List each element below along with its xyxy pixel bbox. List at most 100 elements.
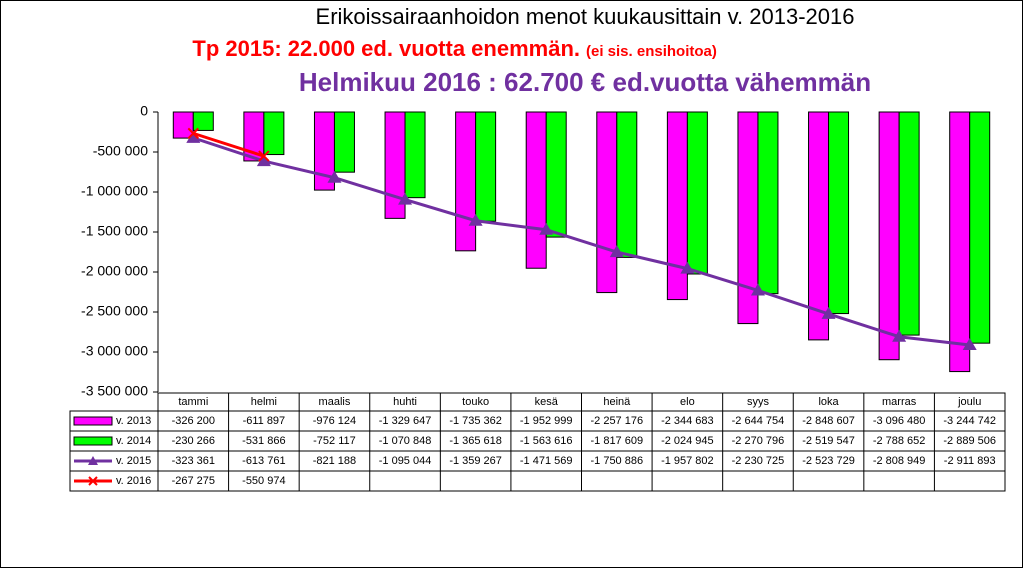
x-tick-label: loka xyxy=(818,396,839,408)
marker xyxy=(327,170,342,183)
marker xyxy=(256,154,271,167)
legend-label: v. 2016 xyxy=(116,475,151,487)
chart-subtitle: Tp 2015: 22.000 ed. vuotta enemmän. xyxy=(192,36,580,61)
table-value: -1 359 267 xyxy=(449,455,502,467)
table-value: -2 889 506 xyxy=(943,435,996,447)
table-value: -1 817 609 xyxy=(590,435,643,447)
bar xyxy=(616,111,638,258)
table-value: -2 270 796 xyxy=(732,435,785,447)
table-value: -1 095 044 xyxy=(379,455,432,467)
bar xyxy=(969,111,991,344)
table-value: -1 952 999 xyxy=(520,415,573,427)
bar xyxy=(878,111,900,361)
marker xyxy=(468,213,483,226)
table-value: -230 266 xyxy=(172,435,215,447)
x-tick-label: syys xyxy=(747,396,770,408)
bar xyxy=(949,111,971,373)
bar xyxy=(404,111,426,199)
y-tick-label: -500 000 xyxy=(93,143,148,159)
table-value: -613 761 xyxy=(242,455,285,467)
marker xyxy=(398,192,413,205)
marker xyxy=(962,337,977,350)
y-tick-label: -2 000 000 xyxy=(81,263,148,279)
bar xyxy=(263,111,285,156)
x-tick-label: tammi xyxy=(178,396,208,408)
bar xyxy=(545,111,567,238)
bar xyxy=(828,111,850,315)
y-tick-label: 0 xyxy=(140,103,148,119)
table-value: -323 361 xyxy=(172,455,215,467)
table-value: -3 096 480 xyxy=(873,415,926,427)
y-tick-label: -1 500 000 xyxy=(81,223,148,239)
table-value: -1 750 886 xyxy=(590,455,643,467)
table-value: -1 471 569 xyxy=(520,455,573,467)
chart-title: Erikoissairaanhoidon menot kuukausittain… xyxy=(316,4,855,29)
legend-swatch xyxy=(73,416,113,426)
bar xyxy=(808,111,830,341)
legend-label: v. 2013 xyxy=(116,415,151,427)
line xyxy=(192,136,970,347)
x-tick-label: joulu xyxy=(957,396,981,408)
marker xyxy=(186,130,201,143)
x-tick-label: maalis xyxy=(319,396,351,408)
y-tick-label: -3 000 000 xyxy=(81,343,148,359)
marker xyxy=(187,127,199,140)
table-value: -3 244 742 xyxy=(943,415,996,427)
bar xyxy=(475,111,497,222)
marker xyxy=(680,261,695,274)
table-value: -550 974 xyxy=(242,475,285,487)
x-tick-label: heinä xyxy=(603,396,631,408)
table-value: -2 257 176 xyxy=(590,415,643,427)
table-value: -752 117 xyxy=(313,435,356,447)
legend-swatch xyxy=(73,436,113,446)
bar xyxy=(333,111,355,173)
marker xyxy=(258,150,270,162)
table-value: -821 188 xyxy=(313,455,356,467)
line xyxy=(192,131,265,158)
x-tick-label: marras xyxy=(882,396,917,408)
marker xyxy=(892,329,907,342)
table-value: -2 024 945 xyxy=(661,435,714,447)
table-value: -1 563 616 xyxy=(520,435,573,447)
table-value: -267 275 xyxy=(172,475,215,487)
y-tick-label: -1 000 000 xyxy=(81,183,148,199)
bar xyxy=(455,111,477,252)
legend-label: v. 2014 xyxy=(116,435,151,447)
marker xyxy=(821,306,836,319)
x-tick-label: helmi xyxy=(251,396,277,408)
table-value: -1 070 848 xyxy=(379,435,432,447)
bar xyxy=(192,111,214,131)
table-value: -2 808 949 xyxy=(873,455,926,467)
y-tick-label: -2 500 000 xyxy=(81,303,148,319)
table-value: -2 523 729 xyxy=(802,455,855,467)
x-tick-label: huhti xyxy=(393,396,417,408)
bar xyxy=(898,111,920,336)
table-value: -611 897 xyxy=(243,415,286,427)
table-value: -2 911 893 xyxy=(944,455,996,467)
x-tick-label: touko xyxy=(462,396,489,408)
y-tick-label: -3 500 000 xyxy=(81,383,148,399)
table-value: -326 200 xyxy=(172,415,215,427)
table-value: -2 344 683 xyxy=(661,415,714,427)
table-value: -531 866 xyxy=(242,435,285,447)
table-value: -2 230 725 xyxy=(732,455,785,467)
marker xyxy=(609,245,624,258)
legend-marker xyxy=(88,456,98,465)
bar xyxy=(757,111,779,295)
marker xyxy=(750,283,765,296)
chart-note: (ei sis. ensihoitoa) xyxy=(586,43,717,60)
table-value: -1 365 618 xyxy=(449,435,502,447)
table-value: -2 788 652 xyxy=(873,435,926,447)
table-value: -976 124 xyxy=(313,415,356,427)
bar xyxy=(686,111,708,275)
x-tick-label: elo xyxy=(680,396,695,408)
bar xyxy=(596,111,618,294)
legend-label: v. 2015 xyxy=(116,455,151,467)
table-value: -2 848 607 xyxy=(802,415,855,427)
bar xyxy=(172,111,194,139)
table-value: -1 735 362 xyxy=(449,415,502,427)
table-value: -1 329 647 xyxy=(379,415,432,427)
table-value: -1 957 802 xyxy=(661,455,714,467)
